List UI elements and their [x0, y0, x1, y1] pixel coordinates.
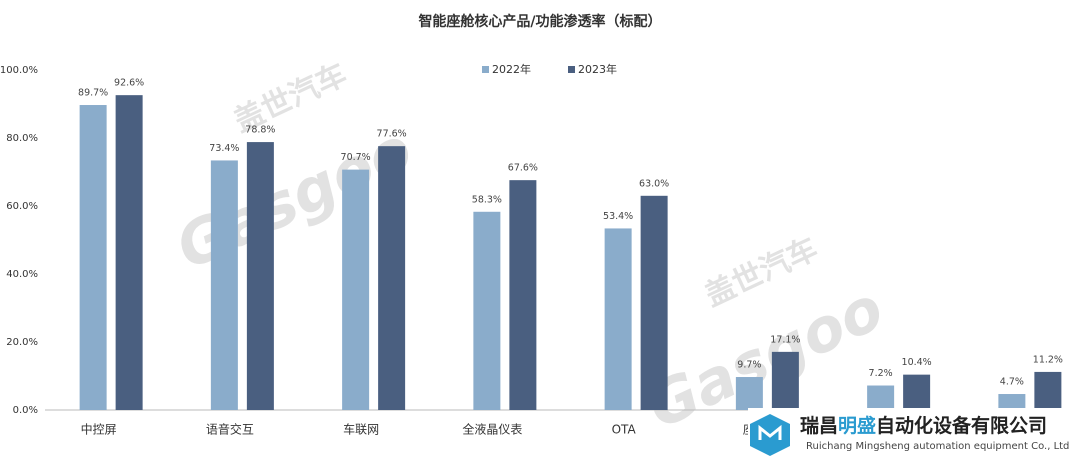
- plot: 0.0% 20.0% 40.0% 60.0% 80.0% 100.0% 中控屏 89.7% 92…: [0, 62, 1075, 437]
- x-tick-label: 全液晶仪表: [462, 422, 522, 437]
- logo-name-part: 自动化设备有限公司: [876, 414, 1047, 437]
- bar: [210, 160, 238, 410]
- logo-name: 瑞昌明盛自动化设备有限公司: [800, 414, 1047, 437]
- value-label: 73.4%: [209, 143, 239, 154]
- value-label: 7.2%: [869, 368, 893, 379]
- logo-name-part: 明盛: [838, 414, 876, 437]
- value-label: 89.7%: [78, 88, 108, 99]
- x-tick-label: OTA: [612, 423, 637, 437]
- logo-english: Ruichang Mingsheng automation equipment …: [806, 441, 1069, 452]
- bar: [640, 195, 668, 410]
- y-tick-label: 60.0%: [6, 201, 38, 212]
- value-label: 92.6%: [114, 78, 144, 89]
- logo-background: [748, 408, 1080, 456]
- logo: 瑞昌明盛自动化设备有限公司 Ruichang Mingsheng automat…: [748, 408, 1080, 456]
- bar: [604, 228, 632, 410]
- bar: [115, 95, 143, 410]
- bar: [342, 169, 370, 410]
- logo-name-part: 瑞昌: [800, 414, 838, 437]
- y-tick-label: 20.0%: [6, 337, 38, 348]
- legend-label: 2023年: [578, 62, 617, 76]
- bar: [79, 105, 107, 411]
- value-label: 53.4%: [603, 211, 633, 222]
- bar: [509, 180, 537, 410]
- value-label: 70.7%: [341, 152, 371, 163]
- value-label: 10.4%: [902, 357, 932, 368]
- value-label: 11.2%: [1033, 354, 1063, 365]
- value-label: 17.1%: [770, 334, 800, 345]
- bar: [998, 394, 1026, 410]
- value-label: 58.3%: [472, 194, 502, 205]
- y-tick-label: 80.0%: [6, 133, 38, 144]
- bar: [735, 377, 763, 410]
- value-label: 77.6%: [377, 129, 407, 140]
- value-label: 9.7%: [737, 360, 761, 371]
- legend-label: 2022年: [492, 62, 531, 76]
- y-tick-label: 0.0%: [13, 405, 38, 416]
- value-label: 4.7%: [1000, 377, 1024, 388]
- chart-title: 智能座舱核心产品/功能渗透率（标配）: [417, 13, 661, 30]
- bar: [867, 385, 895, 410]
- bar: [903, 374, 931, 410]
- value-label: 78.8%: [245, 125, 275, 136]
- bar: [771, 351, 799, 410]
- bar: [473, 211, 501, 410]
- value-label: 67.6%: [508, 163, 538, 174]
- y-tick-label: 100.0%: [0, 65, 38, 76]
- bar: [1034, 371, 1062, 410]
- x-tick-label: 中控屏: [81, 422, 117, 437]
- bar: [246, 142, 274, 410]
- value-label: 63.0%: [639, 178, 669, 189]
- x-tick-label: 车联网: [343, 422, 379, 437]
- x-tick-label: 语音交互: [206, 422, 254, 437]
- legend-swatch: [568, 66, 575, 73]
- logo-icon-mark: [758, 424, 782, 440]
- legend-swatch: [482, 66, 489, 73]
- y-tick-label: 40.0%: [6, 269, 38, 280]
- bar: [378, 146, 406, 410]
